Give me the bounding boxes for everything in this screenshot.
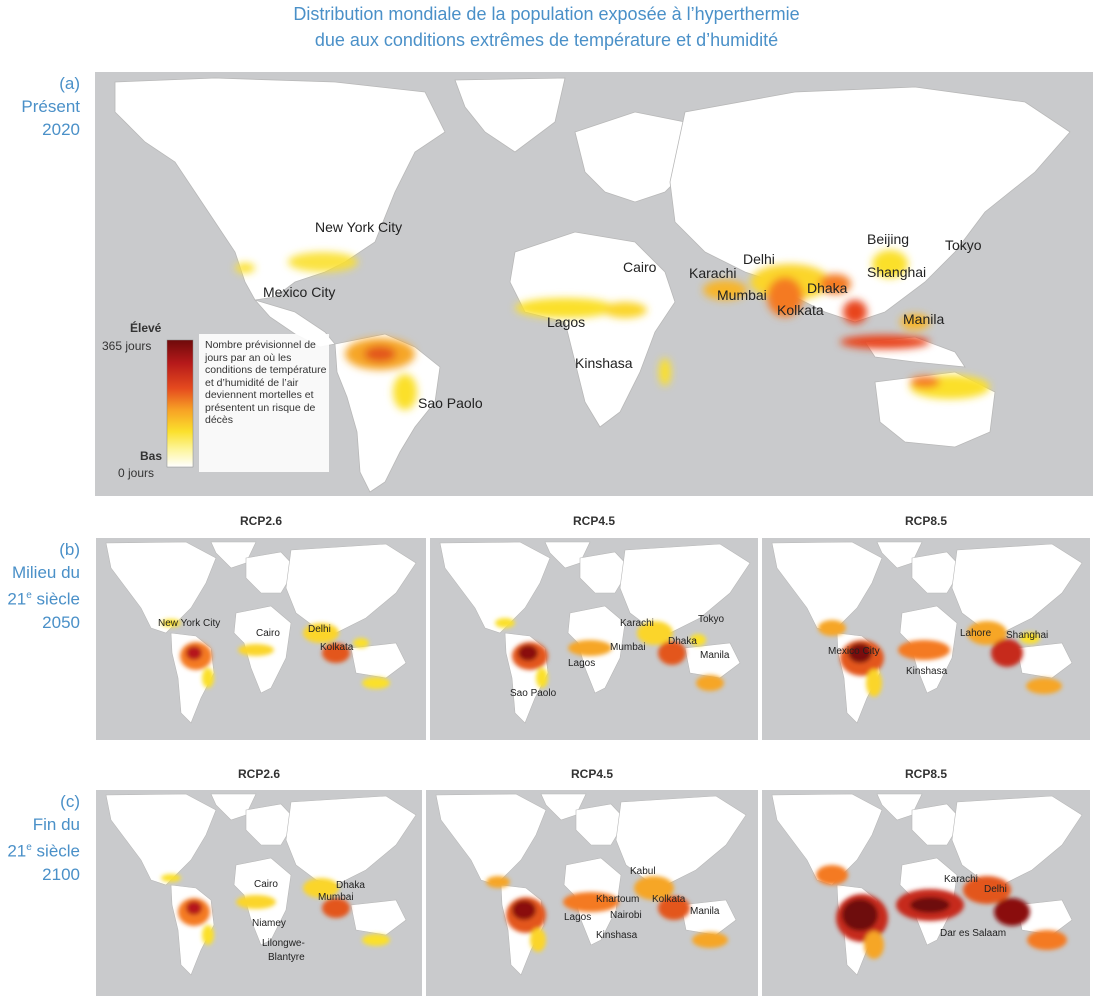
- city-label: Manila: [690, 906, 720, 917]
- city-label: Sao Paolo: [418, 395, 483, 411]
- map-present-2020: New York City Mexico City Sao Paolo Lago…: [95, 72, 1093, 496]
- legend-color-bar: [166, 339, 194, 468]
- city-label: Karachi: [620, 618, 654, 629]
- city-label: Cairo: [256, 628, 280, 639]
- city-label: Mumbai: [717, 287, 767, 303]
- city-label: Shanghai: [867, 264, 926, 280]
- city-label: Mumbai: [318, 892, 354, 903]
- chart-title-line1: Distribution mondiale de la population e…: [293, 4, 800, 24]
- city-label: Cairo: [623, 259, 657, 275]
- city-label: Lilongwe-: [262, 938, 305, 949]
- city-label: Dhaka: [668, 636, 697, 647]
- map-2050-rcp26: New York City Cairo Delhi Kolkata: [96, 538, 426, 740]
- map-2050-rcp85: Lahore Shanghai Mexico City Kinshasa: [762, 538, 1090, 740]
- row-label-b: (b) Milieu du 21e siècle 2050: [7, 540, 80, 632]
- heat-exposure-areas: [235, 250, 990, 410]
- city-label: Tokyo: [698, 614, 725, 625]
- city-label: Dhaka: [336, 880, 365, 891]
- city-label: Blantyre: [268, 952, 305, 963]
- map-2100-rcp45: Kabul Khartoum Kolkata Lagos Nairobi Man…: [426, 790, 758, 996]
- city-label: Kinshasa: [596, 930, 638, 941]
- city-label: Karachi: [944, 874, 978, 885]
- scenario-label-b-1: RCP2.6: [239, 514, 283, 528]
- city-label: Mumbai: [610, 642, 646, 653]
- city-label: Tokyo: [945, 237, 982, 253]
- city-label: Kabul: [630, 866, 656, 877]
- city-labels: New York City Mexico City Sao Paolo Lago…: [263, 219, 982, 411]
- legend-low-value: 0 jours: [118, 466, 155, 480]
- city-label: Lahore: [960, 628, 992, 639]
- row-label-a: (a) Présent 2020: [21, 74, 80, 139]
- city-label: Mexico City: [828, 646, 880, 657]
- city-label: New York City: [158, 618, 220, 629]
- city-label: Mexico City: [263, 284, 335, 300]
- city-label: Dhaka: [807, 280, 848, 296]
- city-label: Delhi: [743, 251, 775, 267]
- city-label: Manila: [903, 311, 944, 327]
- city-label: New York City: [315, 219, 402, 235]
- map-2100-rcp85: Karachi Delhi Dar es Salaam: [762, 790, 1090, 996]
- city-label: Kolkata: [652, 894, 686, 905]
- scenario-label-c-2: RCP4.5: [570, 767, 614, 781]
- city-label: Shanghai: [1006, 630, 1048, 641]
- city-label: Kinshasa: [906, 666, 948, 677]
- city-label: Cairo: [254, 879, 278, 890]
- scenario-label-b-3: RCP8.5: [904, 514, 948, 528]
- city-label: Khartoum: [596, 894, 639, 905]
- city-label: Karachi: [689, 265, 736, 281]
- legend-low-label: Bas: [140, 449, 163, 463]
- city-label: Delhi: [984, 884, 1007, 895]
- legend-desc-bg: [199, 334, 329, 472]
- scenario-label-c-3: RCP8.5: [904, 767, 948, 781]
- city-label: Kolkata: [777, 302, 824, 318]
- city-label: Kinshasa: [575, 355, 633, 371]
- city-label: Beijing: [867, 231, 909, 247]
- legend-high-value: 365 jours: [102, 339, 152, 353]
- map-2100-rcp26: Cairo Dhaka Mumbai Niamey Lilongwe- Blan…: [96, 790, 422, 996]
- city-label: Niamey: [252, 918, 286, 929]
- row-label-c: (c) Fin du 21e siècle 2100: [7, 792, 80, 884]
- city-label: Lagos: [564, 912, 591, 923]
- legend-high-label: Élevé: [130, 321, 162, 335]
- city-label: Manila: [700, 650, 730, 661]
- city-label: Delhi: [308, 624, 331, 635]
- chart-title-line2: due aux conditions extrêmes de températu…: [314, 30, 779, 50]
- map-2050-rcp45: Karachi Tokyo Mumbai Dhaka Lagos Manila …: [430, 538, 758, 740]
- city-label: Dar es Salaam: [940, 928, 1006, 939]
- city-label: Sao Paolo: [510, 688, 557, 699]
- city-label: Nairobi: [610, 910, 642, 921]
- city-label: Lagos: [547, 314, 585, 330]
- legend-description: Nombre prévisionnel de jours par an où l…: [205, 339, 327, 426]
- scenario-label-b-2: RCP4.5: [572, 514, 616, 528]
- city-label: Lagos: [568, 658, 595, 669]
- city-label: Kolkata: [320, 642, 354, 653]
- scenario-label-c-1: RCP2.6: [237, 767, 281, 781]
- landmasses: [114, 77, 1071, 493]
